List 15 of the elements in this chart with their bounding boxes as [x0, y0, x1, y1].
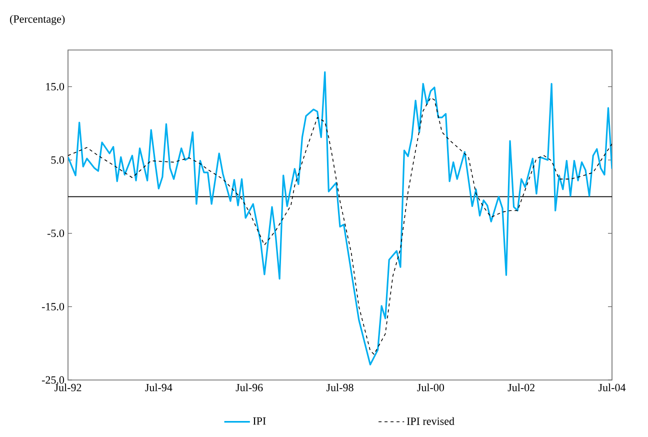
y-tick-label: -15.0: [42, 302, 64, 310]
legend-label: IPI: [253, 417, 266, 425]
x-tick-label: Jul-02: [508, 384, 534, 392]
x-tick-label: Jul-98: [326, 384, 354, 392]
legend-label: IPI revised: [406, 417, 454, 425]
y-tick-label: -25.0: [42, 376, 64, 384]
x-tick-label: Jul-04: [598, 384, 626, 392]
y-tick-label: -5.0: [47, 230, 64, 238]
y-axis-title: (Percentage): [10, 15, 65, 25]
x-tick-label: Jul-00: [417, 384, 444, 392]
x-tick-label: Jul-94: [145, 384, 172, 392]
x-tick-label: Jul-96: [236, 384, 263, 392]
y-tick-label: 5.0: [51, 156, 64, 164]
x-tick-label: Jul-92: [54, 384, 82, 392]
y-tick-label: 15.0: [46, 82, 64, 90]
